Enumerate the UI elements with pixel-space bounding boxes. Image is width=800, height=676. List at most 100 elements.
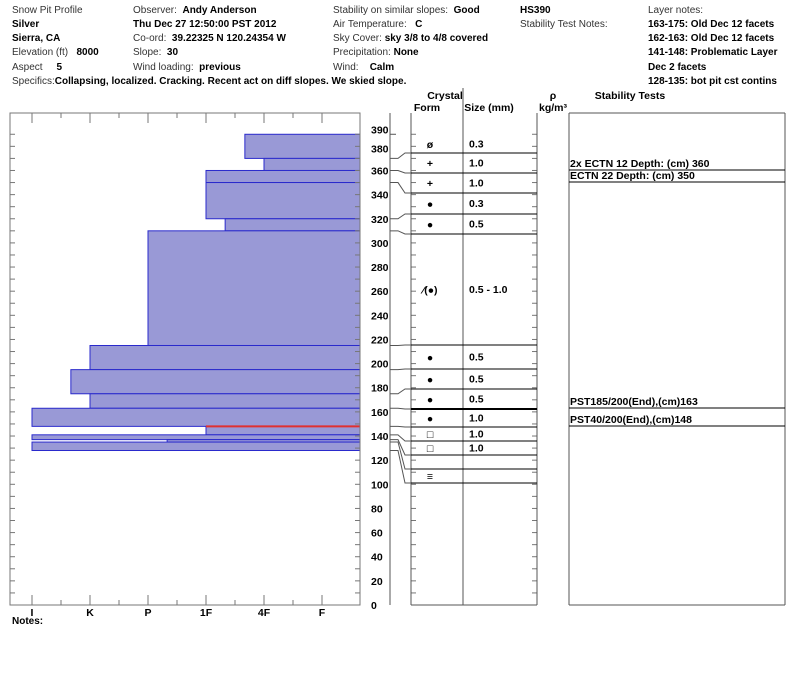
observer: Observer: Andy Anderson	[133, 5, 257, 16]
slope: Slope: 30	[133, 47, 179, 58]
depth-connector	[390, 450, 411, 484]
x-tick-label: I	[31, 607, 34, 619]
grain-size: 0.5	[469, 374, 484, 386]
layer-note: 163-175: Old Dec 12 facets	[648, 19, 775, 30]
y-tick-label: 140	[371, 431, 389, 443]
stability-test-result: PST185/200(End),(cm)163	[570, 396, 698, 408]
y-tick-label: 240	[371, 310, 389, 322]
hardness-layer-bar	[205, 182, 361, 220]
crystal-header: Crystal	[427, 90, 463, 102]
depth-connector	[390, 368, 411, 371]
grain-size: 0.5	[469, 219, 484, 231]
grain-form-symbol: ●	[427, 352, 433, 364]
depth-connector	[390, 441, 411, 470]
hardness-layer-bar	[224, 218, 361, 232]
y-tick-label: 300	[371, 238, 389, 250]
y-tick-label: 60	[371, 528, 383, 540]
hardness-layer-bar	[205, 169, 361, 184]
y-tick-label: 260	[371, 286, 389, 298]
datetime: Thu Dec 27 12:50:00 PST 2012	[133, 19, 277, 30]
hardness-layer-bar	[70, 369, 361, 395]
x-tick-label: 1F	[200, 607, 213, 619]
stability-test-notes-label: Stability Test Notes:	[520, 19, 608, 30]
depth-connector	[390, 439, 411, 456]
depth-connector	[390, 425, 411, 428]
x-tick-label: F	[319, 607, 326, 619]
y-tick-label: 280	[371, 262, 389, 274]
y-tick-label: 320	[371, 214, 389, 226]
grain-form-symbol: ●	[427, 394, 433, 406]
density-header: ρ	[550, 90, 557, 102]
notes-label: Notes:	[12, 616, 44, 627]
grain-size: 0.5	[469, 394, 484, 406]
stability-test-result: ECTN 22 Depth: (cm) 350	[570, 170, 695, 182]
grain-form-symbol: ≡	[427, 471, 433, 483]
grain-size: 0.3	[469, 139, 484, 151]
hardness-layer-bar	[147, 230, 361, 346]
region: Sierra, CA	[12, 33, 61, 44]
elevation: Elevation (ft) 8000	[12, 47, 99, 58]
depth-connector	[390, 434, 411, 442]
y-tick-label: 380	[371, 143, 389, 155]
stability-tests-header: Stability Tests	[595, 90, 666, 102]
hardness-layer-bar	[31, 407, 361, 427]
y-tick-label: 160	[371, 407, 389, 419]
hardness-layer-bar	[31, 441, 361, 452]
hardness-frame	[9, 112, 361, 606]
x-tick-label: 4F	[258, 607, 271, 619]
stability-test-result: PST40/200(End),(cm)148	[570, 414, 692, 426]
grain-size: 1.0	[469, 429, 484, 441]
grain-size: 0.3	[469, 198, 484, 210]
layer-note: 141-148: Problematic Layer	[648, 47, 778, 58]
layer-note: Dec 2 facets	[648, 62, 707, 73]
y-tick-label: 120	[371, 455, 389, 467]
y-tick-label: 0	[371, 600, 377, 612]
precipitation: Precipitation: None	[333, 47, 419, 58]
grain-form-symbol: ●	[427, 199, 433, 211]
aspect: Aspect 5	[12, 62, 63, 73]
depth-connector	[390, 230, 411, 235]
y-tick-label: 100	[371, 479, 389, 491]
depth-connector	[390, 182, 411, 194]
grain-size: 0.5	[469, 352, 484, 364]
grain-size: 1.0	[469, 413, 484, 425]
grain-form-symbol: +	[427, 158, 433, 170]
y-tick-label: 340	[371, 190, 389, 202]
location: Silver	[12, 19, 40, 30]
hardness-layer-bar	[89, 393, 361, 409]
y-tick-label: 20	[371, 576, 383, 588]
hardness-layers	[31, 133, 361, 452]
grain-form-symbol: ø	[427, 139, 434, 151]
layer-note: 162-163: Old Dec 12 facets	[648, 33, 775, 44]
hardness-layer-bar	[89, 344, 361, 371]
hardness-layer-bar	[244, 133, 361, 159]
stability-test-result: 2x ECTN 12 Depth: (cm) 360	[570, 158, 710, 170]
snow-height: HS390	[520, 5, 551, 16]
air-temperature: Air Temperature: C	[333, 19, 423, 30]
grain-size: 1.0	[469, 443, 484, 455]
grain-size: 1.0	[469, 158, 484, 170]
y-tick-label: 200	[371, 359, 389, 371]
grain-form-symbol: ●	[427, 219, 433, 231]
x-tick-label: P	[144, 607, 151, 619]
size-header: Size (mm)	[464, 102, 514, 114]
coordinates: Co-ord: 39.22325 N 120.24354 W	[133, 33, 286, 44]
depth-connector	[390, 152, 411, 159]
wind: Wind: Calm	[333, 62, 395, 73]
grain-size: 0.5 - 1.0	[469, 284, 508, 296]
y-tick-label: 360	[371, 165, 389, 177]
grain-form-symbol: □	[427, 429, 434, 441]
wind-loading: Wind loading: previous	[133, 62, 241, 73]
form-header: Form	[414, 102, 440, 114]
specifics: Specifics:Collapsing, localized. Crackin…	[12, 76, 407, 87]
page-title: Snow Pit Profile	[12, 5, 83, 16]
layer-note: 128-135: bot pit cst contins	[648, 76, 777, 87]
sky-cover: Sky Cover: sky 3/8 to 4/8 covered	[333, 33, 489, 44]
depth-connector	[390, 407, 411, 410]
layer-notes-label: Layer notes:	[648, 5, 704, 16]
y-tick-label: 40	[371, 552, 383, 564]
crystal-table: ø 0.3 + 1.0 + 1.0 ● 0.3 ● 0.5 ⁄(●) 0.5 - 1.0 ● 0.5 ● 0.…	[389, 88, 786, 606]
depth-connector	[390, 213, 411, 220]
y-tick-label: 390	[371, 124, 389, 136]
